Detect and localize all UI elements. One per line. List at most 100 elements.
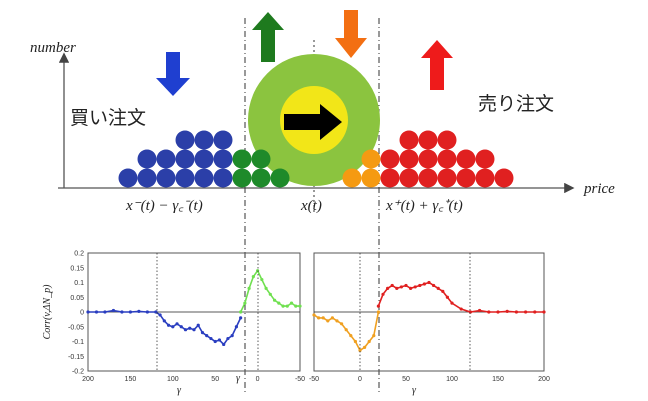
y-tick-label: -0.2 — [72, 369, 84, 376]
series-point — [459, 307, 463, 311]
series-point — [335, 319, 339, 323]
order-dot — [175, 149, 195, 169]
order-dot — [194, 130, 214, 150]
series-point — [317, 316, 321, 320]
series-point — [137, 309, 141, 314]
series-point — [349, 334, 353, 338]
series-point — [358, 348, 362, 352]
chart-left-ylabel: Corr(v,ΔN_p) — [42, 284, 53, 340]
series-point — [230, 334, 234, 338]
x-tick-label: 0 — [256, 376, 260, 383]
series-point — [432, 283, 436, 288]
series-point — [344, 328, 348, 332]
series-point — [372, 334, 376, 338]
series-point — [524, 310, 528, 314]
series-point — [179, 325, 183, 329]
series-point — [213, 339, 217, 344]
y-tick-label: 0.1 — [74, 280, 84, 287]
order-dot — [194, 168, 214, 188]
series-point — [281, 304, 285, 308]
series-point — [260, 277, 264, 282]
x-tick-label: 0 — [358, 376, 362, 383]
series-point — [395, 286, 399, 290]
x-label-left: x⁻(t) − γ꜀⁻(t) — [125, 198, 203, 214]
order-dot — [456, 149, 476, 169]
series-point — [542, 310, 546, 314]
series-point — [441, 289, 445, 293]
series-point — [222, 342, 226, 347]
order-dot — [137, 168, 157, 188]
x-axis-label: γ — [412, 385, 417, 396]
series-point — [183, 328, 188, 332]
order-dot — [380, 149, 400, 169]
series-point — [496, 310, 500, 314]
x-tick-label: 200 — [82, 376, 94, 383]
y-tick-label: -0.15 — [68, 354, 84, 361]
gamma-c-label: γ — [236, 373, 241, 384]
series-point — [404, 283, 408, 288]
order-dot — [437, 130, 457, 150]
series-point — [450, 301, 454, 305]
series-point — [468, 310, 472, 314]
up-arrow-green — [252, 12, 284, 62]
buy-orders-label: 買い注文 — [70, 107, 146, 129]
series-point — [381, 292, 385, 296]
x-tick-label: 100 — [167, 376, 179, 383]
order-dot — [175, 168, 195, 188]
order-dot — [175, 130, 195, 150]
series-point — [285, 304, 289, 308]
series-point — [340, 322, 344, 326]
series-point — [399, 285, 403, 289]
series-point — [171, 325, 175, 329]
series-point — [294, 304, 298, 308]
series-point — [158, 313, 162, 317]
up-arrow-red — [421, 40, 453, 90]
series-line — [239, 269, 300, 313]
series-point — [175, 322, 179, 326]
order-dot — [232, 149, 252, 169]
y-tick-label: 0.05 — [70, 295, 84, 302]
order-dot — [194, 149, 214, 169]
series-point — [298, 304, 302, 308]
order-dot — [380, 168, 400, 188]
x-tick-label: 150 — [125, 376, 137, 383]
x-tick-label: 50 — [211, 376, 219, 383]
y-tick-label: 0.2 — [74, 251, 84, 258]
chart-right: -50 0 50 100 150 200 γ — [309, 253, 550, 396]
order-dot — [437, 168, 457, 188]
down-arrow-blue — [156, 52, 190, 96]
x-tick-label: -50 — [295, 376, 305, 383]
order-dot — [475, 168, 495, 188]
series-point — [239, 310, 243, 314]
series-point — [94, 310, 99, 314]
series-point — [200, 331, 205, 335]
order-dot — [137, 149, 157, 169]
order-dot — [418, 168, 438, 188]
order-dot — [213, 149, 233, 169]
order-dot — [494, 168, 514, 188]
series-point — [367, 339, 371, 344]
series-point — [205, 334, 209, 338]
y-tick-label: 0 — [80, 310, 84, 317]
series-point — [376, 310, 380, 314]
y-axis-label: number — [30, 40, 76, 56]
x-tick-label: 200 — [538, 376, 550, 383]
series-point — [321, 316, 325, 320]
y-tick-label: -0.1 — [72, 339, 84, 346]
series-point — [478, 308, 482, 313]
series-point — [145, 310, 149, 314]
x-tick-label: 100 — [446, 376, 458, 383]
series-point — [312, 313, 316, 317]
series-point — [272, 298, 277, 302]
order-dot — [399, 130, 419, 150]
series-point — [376, 304, 380, 308]
order-dot — [270, 168, 290, 188]
order-dot — [361, 149, 381, 169]
series-point — [505, 309, 509, 314]
series-point — [239, 316, 243, 320]
order-dot — [399, 168, 419, 188]
series-point — [514, 310, 519, 314]
series-point — [166, 323, 171, 327]
order-dot — [475, 149, 495, 169]
